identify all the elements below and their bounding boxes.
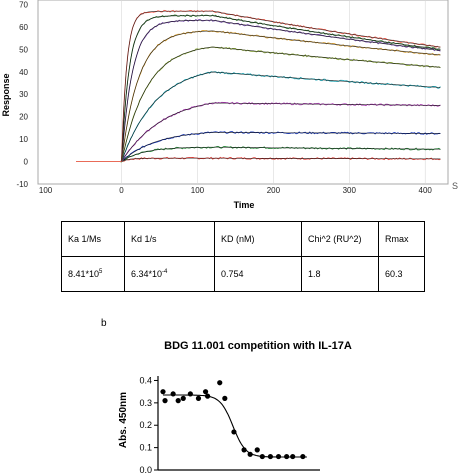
y-tick-label: 50 xyxy=(19,45,28,54)
x-axis-unit: S xyxy=(452,181,458,191)
data-point xyxy=(187,391,193,397)
y-tick-label: 30 xyxy=(19,90,28,99)
data-point xyxy=(180,395,186,401)
data-point xyxy=(259,453,265,460)
data-point xyxy=(290,453,296,460)
fit-curve xyxy=(121,15,441,162)
x-tick-label: 200 xyxy=(267,186,281,195)
table-cell: 0.754 xyxy=(214,256,302,292)
fit-curve xyxy=(121,102,441,162)
table-header-cell: Ka 1/Ms xyxy=(61,221,125,257)
x-tick-label: 400 xyxy=(419,186,433,195)
table-header-row: Ka 1/Ms Kd 1/s KD (nM) Chi^2 (RU^2) Rmax xyxy=(61,221,425,257)
data-point xyxy=(170,391,176,397)
fit-curve xyxy=(121,19,441,162)
kinetics-table: Ka 1/Ms Kd 1/s KD (nM) Chi^2 (RU^2) Rmax… xyxy=(61,221,425,292)
data-point xyxy=(175,398,181,404)
y-tick-label: 0.1 xyxy=(139,443,152,453)
cell-exponent: 5 xyxy=(99,269,103,275)
y-tick-label: 0.2 xyxy=(139,420,152,430)
data-point xyxy=(254,447,260,453)
y-tick-label: 60 xyxy=(19,23,28,32)
data-point xyxy=(241,447,247,453)
table-cell: 60.3 xyxy=(378,256,425,292)
plot-frame xyxy=(37,0,449,185)
fit-curve xyxy=(121,71,441,162)
sensorgram-panel: -10 0 10 20 30 40 50 60 70 100 0 100 200 300 400 Resp… xyxy=(1,0,458,210)
cell-value: 60.3 xyxy=(385,269,403,279)
y-tick-label: 20 xyxy=(19,113,28,122)
panel-b-label: b xyxy=(101,318,107,329)
competition-panel: BDG 11.001 competition with IL-17A Abs. … xyxy=(118,340,352,474)
table-header-cell: Kd 1/s xyxy=(124,221,215,257)
chart-title: BDG 11.001 competition with IL-17A xyxy=(164,340,352,352)
cell-value: 6.34*10 xyxy=(131,269,163,279)
x-tick-label: 300 xyxy=(343,186,357,195)
fit-curve xyxy=(121,157,441,162)
fit-curve xyxy=(163,394,307,458)
table-header-cell: Rmax xyxy=(378,221,425,257)
x-tick-label: 100 xyxy=(191,186,205,195)
data-point xyxy=(162,398,168,404)
data-point xyxy=(160,389,166,395)
table-cell: 1.8 xyxy=(301,256,379,292)
y-tick-label: 40 xyxy=(19,68,28,77)
y-tick-label: -10 xyxy=(16,180,28,189)
data-point xyxy=(267,453,274,460)
data-point xyxy=(300,453,306,460)
sensorgram-trace xyxy=(76,9,441,163)
y-axis-label: Response xyxy=(1,73,11,116)
data-point xyxy=(275,453,282,460)
table-header-cell: Chi^2 (RU^2) xyxy=(301,221,379,257)
x-axis-label: Time xyxy=(234,200,255,210)
data-point xyxy=(284,453,290,460)
fit-curve xyxy=(121,132,441,162)
table-cell: 8.41*105 xyxy=(61,256,125,292)
y-axis-label-b: Abs. 450nm xyxy=(118,392,129,448)
data-point xyxy=(195,395,202,401)
y-tick-label: 0.0 xyxy=(139,465,152,474)
y-tick-label: 10 xyxy=(19,135,28,144)
cell-exponent: -4 xyxy=(162,269,168,275)
x-tick-label: 100 xyxy=(39,186,53,195)
table-cell: 6.34*10-4 xyxy=(124,256,215,292)
data-point xyxy=(204,393,211,399)
fit-curve xyxy=(121,10,441,162)
fit-curve xyxy=(121,30,441,162)
data-point xyxy=(231,429,237,435)
table-header-cell: KD (nM) xyxy=(214,221,302,257)
fit-curve xyxy=(121,146,441,162)
cell-value: 0.754 xyxy=(221,269,244,279)
data-point xyxy=(202,389,209,395)
table-row: 8.41*105 6.34*10-4 0.754 1.8 60.3 xyxy=(61,256,425,292)
y-tick-label: 0 xyxy=(24,158,29,167)
data-point xyxy=(222,395,228,401)
y-tick-label: 0.3 xyxy=(139,398,152,408)
cell-value: 1.8 xyxy=(308,269,321,279)
x-tick-label: 0 xyxy=(119,186,124,195)
fit-curve xyxy=(121,46,441,162)
y-tick-label: 70 xyxy=(19,0,28,9)
data-point xyxy=(247,451,253,457)
data-point xyxy=(217,380,223,386)
cell-value: 8.41*10 xyxy=(68,269,100,279)
y-tick-label: 0.4 xyxy=(139,375,152,385)
